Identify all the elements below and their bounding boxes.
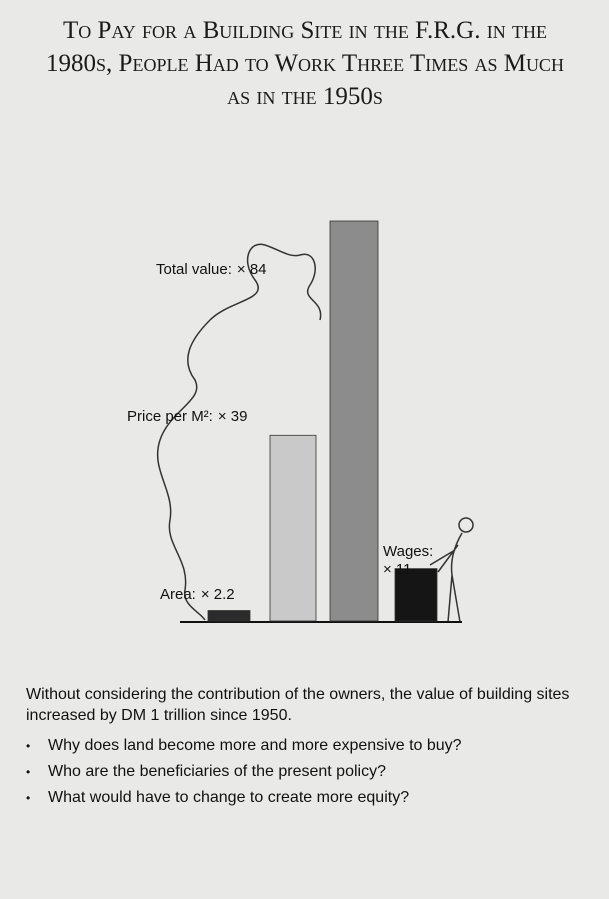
question-list: Why does land become more and more expen… xyxy=(26,733,462,811)
value-label: × 11 xyxy=(383,561,412,578)
question-text: Why does land become more and more expen… xyxy=(48,737,462,754)
question: What would have to change to create more… xyxy=(26,785,462,811)
bar xyxy=(208,611,250,621)
question-text: Who are the beneficiaries of the present… xyxy=(48,763,386,780)
value-label: × 84 xyxy=(237,261,267,278)
question: Who are the beneficiaries of the present… xyxy=(26,759,462,785)
outline-drawing xyxy=(265,245,321,320)
category-label: Area: xyxy=(160,586,196,603)
category-label: Wages: xyxy=(383,543,433,560)
bar-label: Area: × 2.2 xyxy=(160,586,235,603)
category-label: Total value: xyxy=(156,261,232,278)
outline-drawing xyxy=(158,244,265,620)
value-label: × 39 xyxy=(218,408,248,425)
bar-label: Total value: × 84 xyxy=(156,261,267,278)
question: Why does land become more and more expen… xyxy=(26,733,462,759)
caption: Without considering the contribution of … xyxy=(26,684,596,726)
chart: Area: × 2.2 Price per M²: × 39 Total value: ×… xyxy=(0,0,609,680)
value-label: × 2.2 xyxy=(201,586,235,603)
bar xyxy=(270,435,316,621)
page: To Pay for a Building Site in the F.R.G.… xyxy=(0,0,609,899)
bar-label: Price per M²: × 39 xyxy=(127,408,247,425)
category-label: Price per M²: xyxy=(127,408,213,425)
bar xyxy=(330,221,378,621)
question-text: What would have to change to create more… xyxy=(48,789,409,806)
